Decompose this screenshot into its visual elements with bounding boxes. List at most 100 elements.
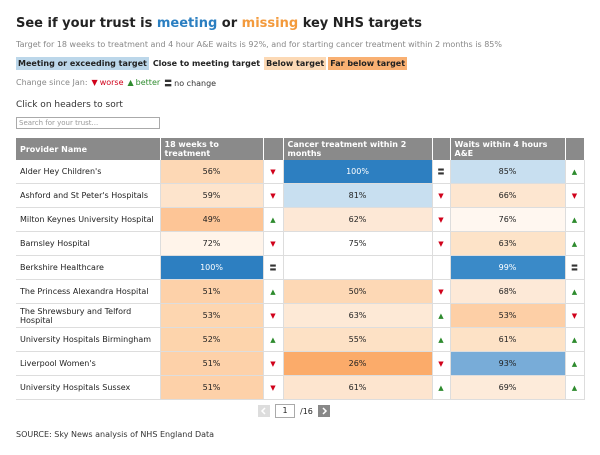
- value-cell: 59%: [160, 183, 264, 208]
- provider-cell: The Princess Alexandra Hospital: [16, 279, 161, 304]
- change-item: ▲ better: [128, 78, 161, 89]
- column-header[interactable]: Cancer treatment within 2 months: [283, 138, 433, 160]
- value-cell: 51%: [160, 375, 264, 400]
- table-row: Liverpool Women's 51% ▼ 26% ▼ 93% ▲: [16, 351, 585, 376]
- change-cell: ▼: [263, 160, 284, 184]
- change-cell: ▲: [565, 160, 585, 184]
- change-cell: [432, 255, 451, 280]
- change-cell: ▲: [565, 375, 585, 400]
- change-cell: ▲: [263, 327, 284, 352]
- sort-hint: Click on headers to sort: [16, 100, 123, 110]
- next-button[interactable]: [317, 405, 330, 417]
- subtitle: Target for 18 weeks to treatment and 4 h…: [16, 40, 502, 49]
- value-cell: 75%: [283, 231, 433, 256]
- change-cell: 〓: [432, 160, 451, 184]
- change-label: Change since Jan:: [16, 78, 88, 87]
- value-cell: 69%: [450, 375, 566, 400]
- provider-cell: Alder Hey Children's: [16, 160, 161, 184]
- value-cell: 100%: [283, 160, 433, 184]
- change-symbol: ▲: [127, 78, 134, 87]
- column-header[interactable]: Waits within 4 hours A&E: [450, 138, 566, 160]
- change-symbol: ▼: [91, 78, 98, 87]
- change-cell: ▼: [263, 231, 284, 256]
- table-row: University Hospitals Sussex 51% ▼ 61% ▲ 69% ▲: [16, 375, 585, 400]
- provider-cell: Berkshire Healthcare: [16, 255, 161, 280]
- change-legend: Change since Jan: ▼ worse ▲ better 〓 no change: [16, 78, 216, 89]
- change-cell: ▼: [432, 231, 451, 256]
- key-item: Below target: [264, 57, 327, 70]
- change-text: better: [135, 78, 161, 87]
- table-row: The Shrewsbury and Telford Hospital 53% ▼ 6…: [16, 303, 585, 328]
- table-row: Ashford and St Peter's Hospitals 59% ▼ 81% ▼…: [16, 183, 585, 208]
- change-cell: ▲: [263, 207, 284, 232]
- value-cell: [283, 255, 433, 280]
- value-cell: 63%: [450, 231, 566, 256]
- key-item: Far below target: [328, 57, 408, 70]
- value-cell: 66%: [450, 183, 566, 208]
- provider-cell: University Hospitals Birmingham: [16, 327, 161, 352]
- change-cell: ▲: [565, 279, 585, 304]
- key-item: Meeting or exceeding target: [16, 57, 149, 70]
- change-cell: 〓: [263, 255, 284, 280]
- provider-cell: Milton Keynes University Hospital: [16, 207, 161, 232]
- value-cell: 51%: [160, 279, 264, 304]
- page-input[interactable]: 1: [275, 404, 295, 418]
- change-cell: ▲: [432, 327, 451, 352]
- value-cell: 63%: [283, 303, 433, 328]
- value-cell: 76%: [450, 207, 566, 232]
- source: SOURCE: Sky News analysis of NHS England…: [16, 430, 215, 439]
- title-part: key NHS targets: [298, 16, 422, 31]
- table-row: Alder Hey Children's 56% ▼ 100% 〓 85% ▲: [16, 160, 585, 184]
- column-header[interactable]: Provider Name: [16, 138, 161, 160]
- title-part: or: [217, 16, 242, 31]
- change-header[interactable]: [263, 138, 284, 160]
- change-cell: ▲: [432, 303, 451, 328]
- value-cell: 49%: [160, 207, 264, 232]
- title-part: meeting: [156, 16, 218, 31]
- change-symbol: 〓: [164, 79, 173, 88]
- value-cell: 93%: [450, 351, 566, 376]
- color-key: Meeting or exceeding target Close to meet…: [16, 57, 409, 70]
- change-cell: ▼: [565, 303, 585, 328]
- title-part: missing: [241, 16, 299, 31]
- value-cell: 51%: [160, 351, 264, 376]
- change-cell: ▲: [565, 351, 585, 376]
- value-cell: 56%: [160, 160, 264, 184]
- value-cell: 99%: [450, 255, 566, 280]
- value-cell: 62%: [283, 207, 433, 232]
- pagination: 1 /16: [258, 404, 330, 418]
- value-cell: 52%: [160, 327, 264, 352]
- column-header[interactable]: 18 weeks to treatment: [160, 138, 264, 160]
- change-cell: 〓: [565, 255, 585, 280]
- value-cell: 50%: [283, 279, 433, 304]
- change-cell: ▲: [565, 327, 585, 352]
- provider-cell: University Hospitals Sussex: [16, 375, 161, 400]
- value-cell: 85%: [450, 160, 566, 184]
- provider-cell: Ashford and St Peter's Hospitals: [16, 183, 161, 208]
- change-cell: ▼: [432, 351, 451, 376]
- search-box[interactable]: Search for your trust...: [16, 117, 160, 129]
- change-cell: ▼: [263, 303, 284, 328]
- value-cell: 53%: [450, 303, 566, 328]
- page-total: /16: [300, 406, 313, 416]
- change-header[interactable]: [565, 138, 585, 160]
- change-cell: ▼: [432, 279, 451, 304]
- change-text: worse: [99, 78, 124, 87]
- value-cell: 68%: [450, 279, 566, 304]
- table-row: The Princess Alexandra Hospital 51% ▲ 50% ▼ 6…: [16, 279, 585, 304]
- provider-cell: Barnsley Hospital: [16, 231, 161, 256]
- change-cell: ▼: [263, 351, 284, 376]
- table-row: Berkshire Healthcare 100% 〓 99% 〓: [16, 255, 585, 280]
- change-cell: ▼: [565, 183, 585, 208]
- change-item: ▼ worse: [92, 78, 124, 89]
- value-cell: 53%: [160, 303, 264, 328]
- data-table: Provider Name 18 weeks to treatment Cancer…: [16, 138, 585, 400]
- change-cell: ▼: [432, 207, 451, 232]
- provider-cell: Liverpool Women's: [16, 351, 161, 376]
- change-header[interactable]: [432, 138, 451, 160]
- change-cell: ▲: [432, 375, 451, 400]
- value-cell: 81%: [283, 183, 433, 208]
- prev-button[interactable]: [258, 405, 270, 417]
- table-row: University Hospitals Birmingham 52% ▲ 55% ▲ 6…: [16, 327, 585, 352]
- change-cell: ▲: [263, 279, 284, 304]
